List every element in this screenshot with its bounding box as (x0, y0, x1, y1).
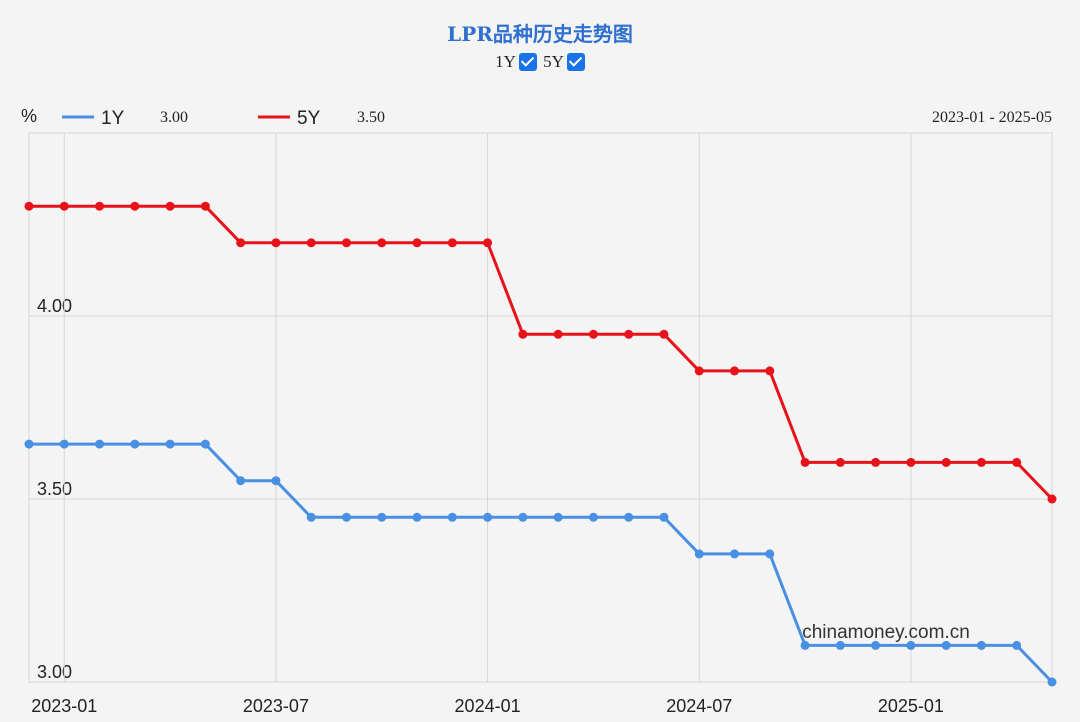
data-point-1y (447, 512, 457, 522)
data-point-1y (871, 640, 881, 650)
data-point-1y (236, 476, 246, 486)
data-point-5y (447, 238, 457, 248)
data-point-1y (800, 640, 810, 650)
data-point-5y (236, 238, 246, 248)
data-point-5y (24, 201, 34, 211)
data-point-5y (341, 238, 351, 248)
checkbox-5y[interactable] (566, 53, 585, 71)
data-point-1y (659, 512, 669, 522)
data-point-1y (553, 512, 563, 522)
data-point-5y (588, 329, 598, 339)
data-point-5y (624, 329, 634, 339)
data-point-1y (588, 512, 598, 522)
data-point-5y (871, 457, 881, 467)
data-point-1y (835, 640, 845, 650)
toggle-5y-label: 5Y (543, 52, 564, 71)
x-tick-label: 2024-01 (455, 696, 521, 716)
data-point-1y (377, 512, 387, 522)
data-point-5y (906, 457, 916, 467)
data-point-5y (130, 201, 140, 211)
x-tick-label: 2023-01 (31, 696, 97, 716)
chart-title: LPR品种历史走势图 (447, 22, 633, 46)
data-point-5y (1047, 494, 1057, 504)
data-point-1y (765, 549, 775, 559)
x-tick-label: 2023-07 (243, 696, 309, 716)
unit-label: % (21, 106, 37, 126)
data-point-5y (518, 329, 528, 339)
series-line-5y (29, 204, 1054, 501)
legend-name-1y: 1Y (101, 108, 125, 129)
date-range: 2023-01 - 2025-05 (932, 109, 1052, 126)
data-point-5y (377, 238, 387, 248)
data-point-5y (730, 366, 740, 376)
data-point-1y (130, 439, 140, 449)
y-tick-label: 3.00 (37, 662, 72, 682)
data-point-5y (941, 457, 951, 467)
data-point-5y (835, 457, 845, 467)
plot-frame (28, 132, 1053, 683)
data-point-1y (1012, 640, 1022, 650)
data-point-1y (59, 439, 69, 449)
x-tick-label: 2025-01 (878, 696, 944, 716)
data-point-5y (59, 201, 69, 211)
data-point-1y (624, 512, 634, 522)
toggle-1y-label: 1Y (495, 52, 516, 71)
data-point-1y (341, 512, 351, 522)
data-point-1y (412, 512, 422, 522)
data-point-5y (95, 201, 105, 211)
data-point-1y (483, 512, 493, 522)
data-point-5y (165, 201, 175, 211)
data-point-5y (694, 366, 704, 376)
data-point-5y (765, 366, 775, 376)
data-point-1y (730, 549, 740, 559)
data-point-5y (412, 238, 422, 248)
data-point-5y (800, 457, 810, 467)
data-point-1y (906, 640, 916, 650)
data-point-1y (1047, 677, 1057, 687)
data-point-5y (271, 238, 281, 248)
data-point-1y (694, 549, 704, 559)
watermark: chinamoney.com.cn (802, 622, 970, 643)
legend-name-5y: 5Y (297, 108, 321, 129)
series-toggles: 1Y 5Y (0, 52, 1080, 72)
data-point-1y (306, 512, 316, 522)
data-point-1y (976, 640, 986, 650)
data-point-5y (659, 329, 669, 339)
data-point-1y (518, 512, 528, 522)
series-line-1y (29, 442, 1054, 684)
data-point-5y (483, 238, 493, 248)
data-point-5y (200, 201, 210, 211)
y-tick-label: 4.00 (37, 296, 72, 316)
data-point-5y (976, 457, 986, 467)
data-point-5y (553, 329, 563, 339)
data-point-1y (24, 439, 34, 449)
toggle-5y[interactable]: 5Y (543, 52, 585, 72)
data-point-1y (165, 439, 175, 449)
legend-value-1y: 3.00 (160, 109, 188, 126)
legend-value-5y: 3.50 (357, 109, 385, 126)
x-tick-label: 2024-07 (666, 696, 732, 716)
data-point-1y (95, 439, 105, 449)
data-point-1y (200, 439, 210, 449)
data-point-1y (271, 476, 281, 486)
y-tick-label: 3.50 (37, 479, 72, 499)
data-point-5y (1012, 457, 1022, 467)
data-point-5y (306, 238, 316, 248)
checkbox-1y[interactable] (518, 53, 537, 71)
data-point-1y (941, 640, 951, 650)
toggle-1y[interactable]: 1Y (495, 52, 537, 72)
